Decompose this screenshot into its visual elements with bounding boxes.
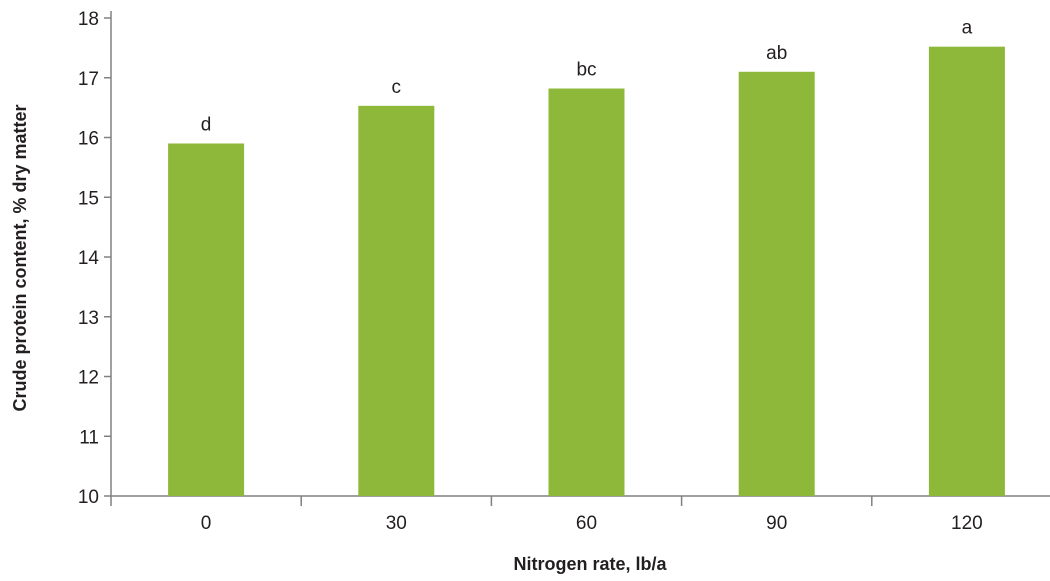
y-tick-label: 10 [78,487,99,508]
bar [738,71,815,497]
x-tick-label: 90 [766,513,787,534]
bar [358,105,435,497]
bar-labels: d c bc ab a [201,18,973,136]
x-tick-label: 30 [386,513,407,534]
bar-significance-label: c [392,77,402,98]
x-tick-label: 120 [951,513,983,534]
x-tick-label: 60 [576,513,597,534]
y-tick-label: 15 [78,188,99,209]
bars [168,46,1005,497]
bar [168,143,245,496]
bar-significance-label: ab [766,43,787,64]
y-tick-label: 14 [78,248,100,269]
bar-significance-label: d [201,114,212,135]
y-tick-label: 11 [79,427,99,448]
bar [548,88,625,496]
bar [928,46,1005,497]
y-axis: 10 11 12 13 14 15 16 17 18 [78,9,112,508]
y-tick-label: 13 [78,308,99,329]
bar-significance-label: a [962,18,973,39]
y-axis-title: Crude protein content, % dry matter [10,104,30,411]
y-tick-label: 17 [78,69,99,90]
bar-significance-label: bc [576,60,596,81]
y-tick-label: 16 [78,129,99,150]
x-axis: 0 30 60 90 120 [110,495,1050,534]
y-tick-label: 12 [78,368,99,389]
x-tick-label: 0 [201,513,212,534]
x-axis-title: Nitrogen rate, lb/a [513,554,667,574]
y-tick-label: 18 [78,9,99,30]
